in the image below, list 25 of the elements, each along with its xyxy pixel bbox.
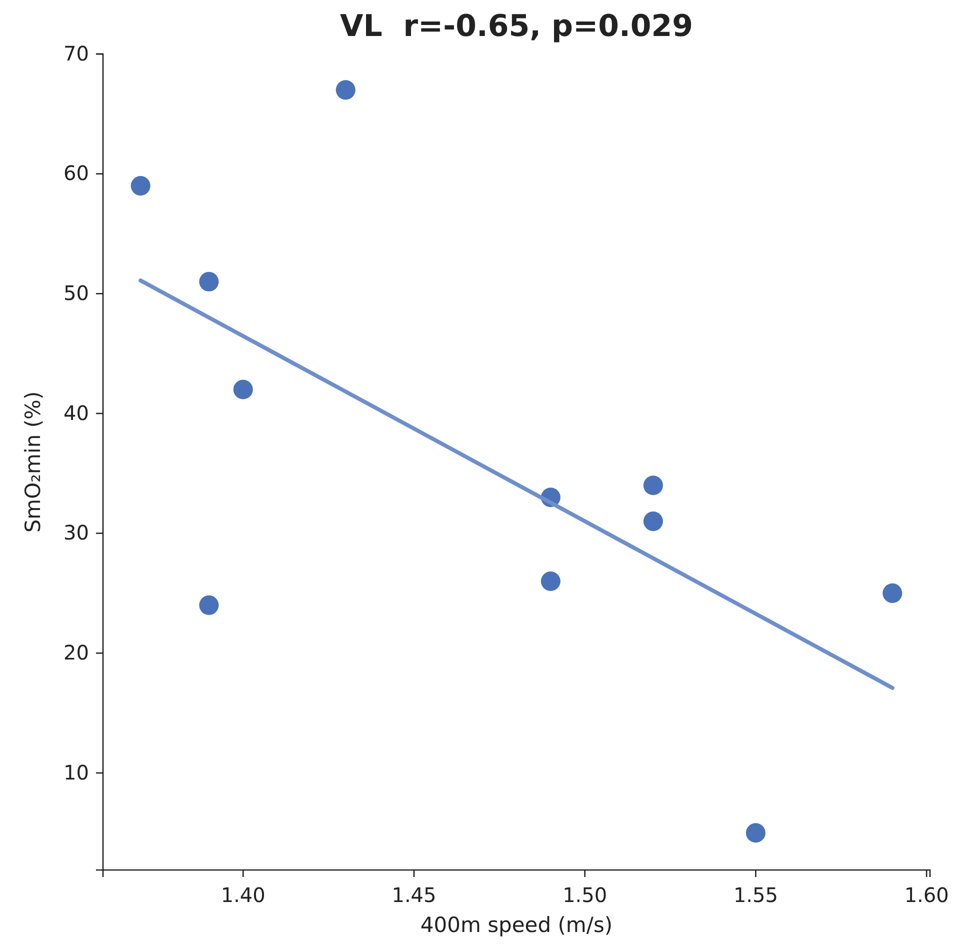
x-tick-label: 1.40 — [220, 883, 266, 907]
x-tick-label: 1.45 — [392, 883, 436, 907]
y-tick-label: 20 — [64, 640, 89, 665]
point — [643, 476, 663, 496]
x-tick-label: 1.55 — [733, 883, 778, 907]
point — [199, 595, 219, 615]
point — [746, 823, 766, 843]
x-axis-title: 400m speed (m/s) — [420, 913, 613, 937]
point — [199, 272, 219, 292]
y-tick-label: 30 — [64, 520, 89, 545]
point — [882, 583, 902, 603]
point — [643, 512, 663, 532]
y-tick-label: 60 — [64, 161, 89, 186]
y-tick-label: 10 — [64, 760, 89, 784]
point — [130, 176, 150, 196]
point — [540, 571, 560, 591]
y-tick-label: 40 — [64, 400, 89, 425]
x-tick-label: 1.50 — [562, 883, 608, 907]
y-axis-title: SmO₂min (%) — [21, 391, 45, 533]
point — [336, 80, 356, 100]
point — [233, 380, 253, 400]
x-tick-label: 1.60 — [904, 883, 949, 907]
y-tick-label: 50 — [64, 281, 89, 306]
chart-title: VL r=-0.65, p=0.029 — [340, 9, 693, 44]
y-tick-label: 70 — [64, 41, 89, 66]
